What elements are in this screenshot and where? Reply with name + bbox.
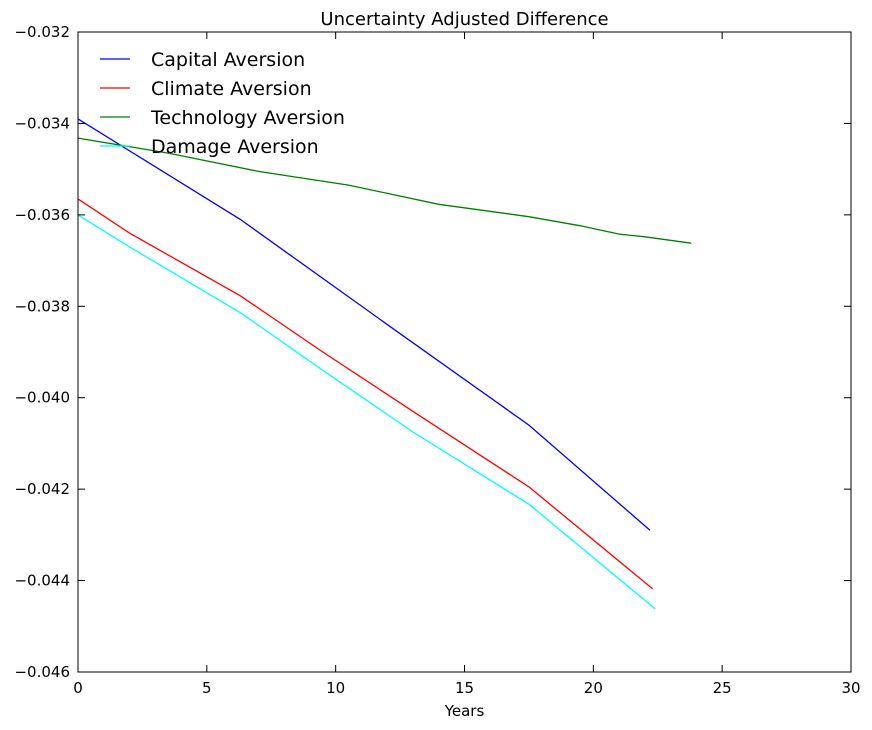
plot-area-frame — [77, 31, 852, 673]
y-tick-label: −0.044 — [14, 572, 70, 590]
y-tick-label: −0.046 — [14, 663, 70, 681]
legend-label: Climate Aversion — [151, 78, 312, 100]
x-tick-label: 15 — [455, 679, 474, 697]
x-tick-label: 0 — [73, 679, 83, 697]
y-tick-label: −0.040 — [14, 389, 70, 407]
x-axis-label: Years — [444, 702, 485, 720]
y-tick-label: −0.038 — [14, 297, 70, 315]
x-tick-label: 5 — [202, 679, 212, 697]
x-tick-label: 25 — [713, 679, 732, 697]
series-line-0 — [77, 118, 651, 531]
tick-layer: 0 5 10 15 20 25 30 −0.046 −0.044 −0.042 −0.040 −0.0… — [14, 23, 860, 697]
series-line-3 — [77, 214, 656, 610]
series-layer — [77, 118, 692, 610]
legend-label: Damage Aversion — [151, 136, 319, 158]
legend-label: Capital Aversion — [151, 49, 305, 71]
x-tick-label: 20 — [584, 679, 603, 697]
y-tick-label: −0.032 — [14, 23, 70, 41]
series-line-2 — [77, 137, 692, 244]
x-tick-label: 30 — [841, 679, 860, 697]
y-tick-label: −0.042 — [14, 480, 70, 498]
y-tick-label: −0.036 — [14, 206, 70, 224]
series-line-1 — [77, 198, 654, 590]
legend: Capital Aversion Climate Aversion Technolo… — [100, 49, 345, 158]
y-tick-label: −0.034 — [14, 114, 70, 132]
chart-title: Uncertainty Adjusted Difference — [320, 9, 608, 30]
x-tick-label: 10 — [326, 679, 345, 697]
legend-label: Technology Aversion — [150, 107, 345, 129]
